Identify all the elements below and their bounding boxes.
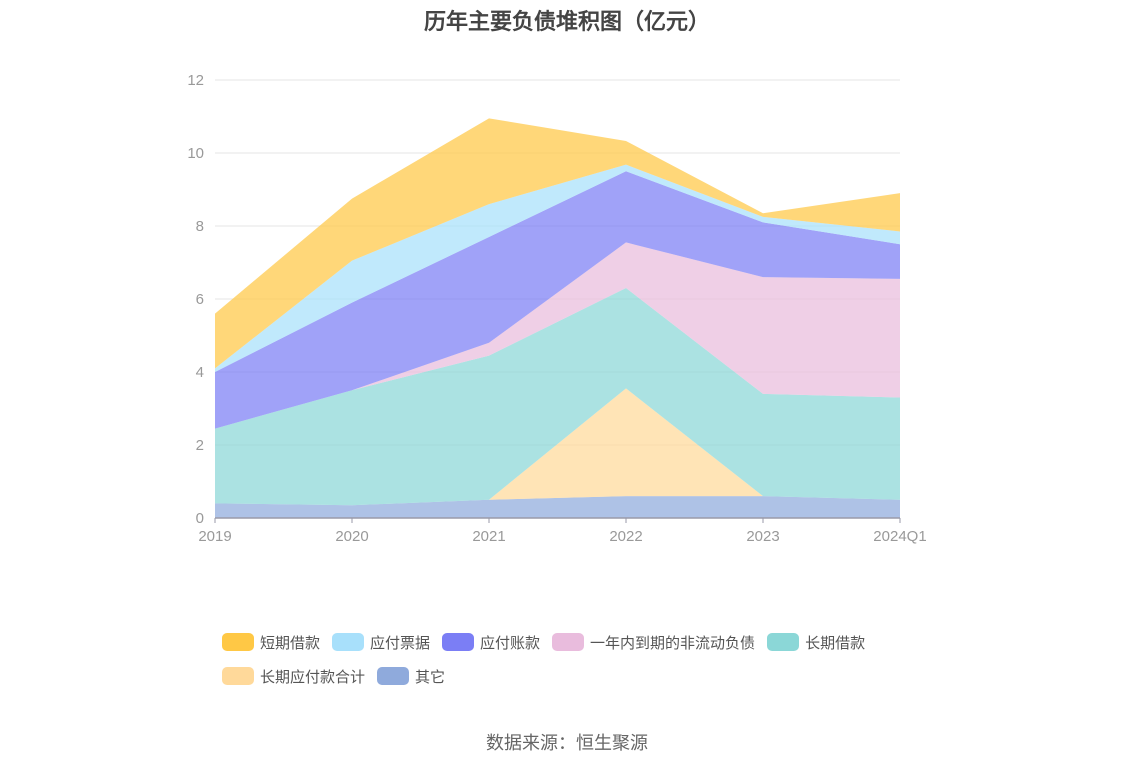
legend-label: 其它 — [415, 668, 446, 686]
x-tick-label: 2021 — [472, 528, 505, 545]
legend-label: 长期应付款合计 — [260, 668, 366, 686]
legend-item[interactable]: 一年内到期的非流动负债 — [552, 630, 755, 654]
x-axis: 2019 2020 2021 2022 2023 2024Q1 — [198, 517, 927, 545]
legend-item[interactable]: 短期借款 — [222, 630, 320, 654]
area-0[interactable] — [215, 118, 900, 369]
y-tick-label: 6 — [196, 291, 204, 308]
data-source-note: 数据来源：恒生聚源 — [486, 733, 648, 753]
area-series — [215, 118, 900, 518]
legend-swatch — [222, 667, 254, 685]
legend-item[interactable]: 应付账款 — [442, 630, 540, 654]
legend-label: 应付票据 — [370, 634, 431, 652]
y-tick-label: 0 — [196, 510, 204, 527]
legend-label: 长期借款 — [805, 634, 866, 652]
y-axis-ticks: 0 2 4 6 8 10 12 — [187, 72, 204, 527]
area-4[interactable] — [215, 288, 900, 506]
y-tick-label: 2 — [196, 437, 204, 454]
legend-label: 一年内到期的非流动负债 — [590, 634, 756, 652]
y-tick-label: 8 — [196, 218, 204, 235]
legend-item[interactable]: 长期借款 — [767, 630, 865, 654]
area-3[interactable] — [215, 242, 900, 429]
area-1[interactable] — [215, 164, 900, 372]
area-2[interactable] — [215, 171, 900, 429]
y-tick-label: 10 — [187, 145, 204, 162]
legend-swatch — [767, 633, 800, 651]
x-tick-label: 2019 — [198, 528, 231, 545]
x-tick-label: 2024Q1 — [873, 528, 926, 545]
legend-swatch — [552, 633, 585, 651]
area-6[interactable] — [215, 496, 900, 518]
x-tick-label: 2023 — [746, 528, 779, 545]
chart-title: 历年主要负债堆积图（亿元） — [423, 9, 710, 34]
legend-swatch — [442, 633, 475, 651]
legend-item[interactable]: 应付票据 — [332, 630, 430, 654]
legend-label: 短期借款 — [260, 634, 321, 652]
legend-swatch — [377, 667, 410, 685]
legend-swatch — [332, 633, 365, 651]
legend-item[interactable]: 其它 — [377, 664, 445, 688]
y-tick-label: 12 — [187, 72, 204, 89]
legend-item[interactable]: 长期应付款合计 — [222, 664, 365, 688]
legend-swatch — [222, 633, 254, 651]
y-tick-label: 4 — [196, 364, 204, 381]
chart-legend: 短期借款 应付票据 应付账款 一年内到期的非流动负债 长期借款长期应付款合计 其它 — [222, 630, 942, 698]
x-tick-label: 2022 — [609, 528, 642, 545]
legend-label: 应付账款 — [480, 634, 541, 652]
area-5[interactable] — [215, 388, 900, 506]
x-tick-label: 2020 — [335, 528, 368, 545]
